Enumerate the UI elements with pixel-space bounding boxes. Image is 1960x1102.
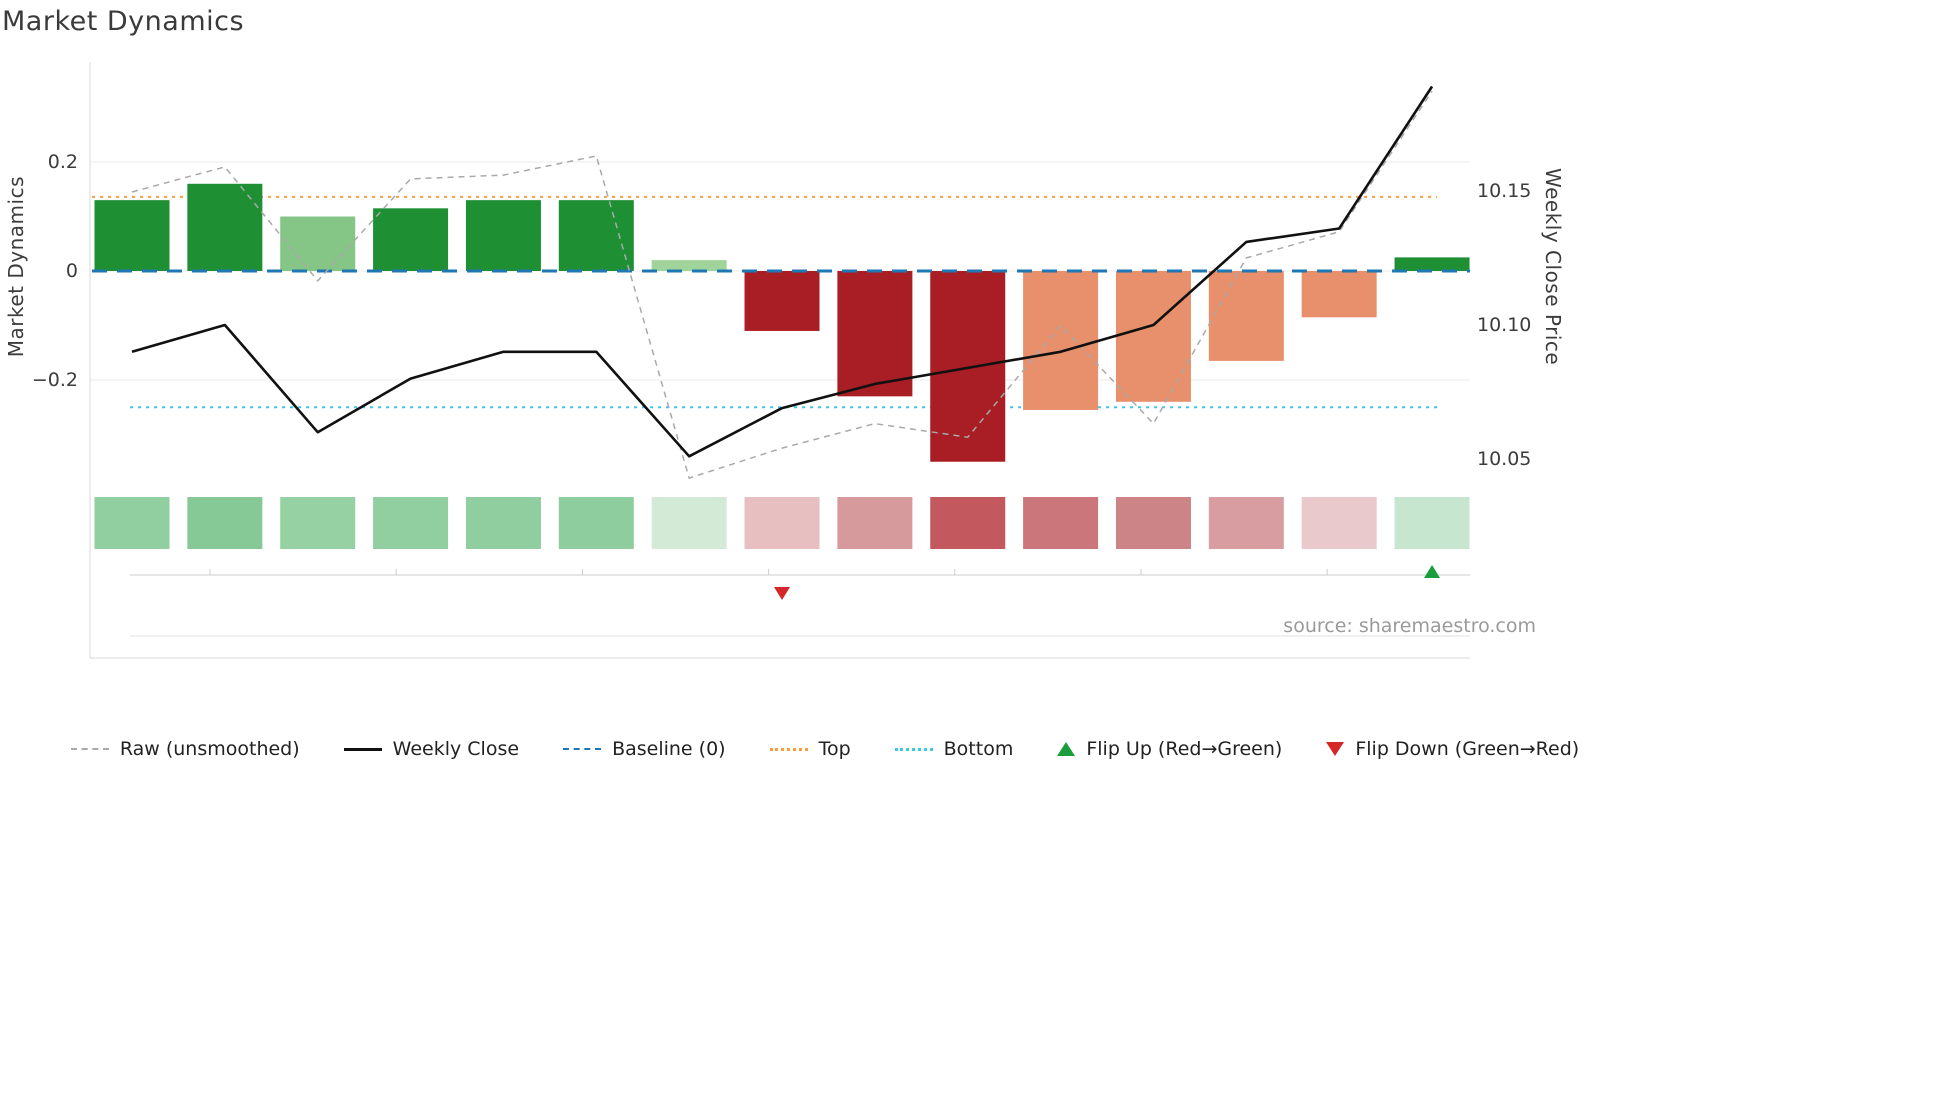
dynamics-bar <box>651 260 727 271</box>
left-axis-tick-label: 0.2 <box>47 151 78 173</box>
top-legend-icon <box>769 747 808 751</box>
dynamics-bar <box>744 271 820 331</box>
dynamics-bar <box>1394 257 1470 271</box>
flip-up-legend-icon <box>1057 742 1076 756</box>
heatmap-cell <box>465 497 541 549</box>
left-axis-tick-label: −0.2 <box>31 369 78 391</box>
dynamics-bar <box>1023 271 1099 410</box>
weekly-close-line <box>131 85 1434 458</box>
legend-item-baseline: Baseline (0) <box>563 738 726 760</box>
right-axis-tick-label: 10.10 <box>1477 314 1532 336</box>
heatmap-cell <box>1301 497 1377 549</box>
heatmap-cell <box>1115 497 1191 549</box>
dynamics-bar <box>280 216 356 271</box>
legend-label: Weekly Close <box>392 738 520 760</box>
heatmap-cell <box>558 497 634 549</box>
heatmap-cell <box>280 497 356 549</box>
bottom-legend-icon <box>894 747 933 751</box>
heatmap-cell <box>651 497 727 549</box>
heatmap-cell <box>1208 497 1284 549</box>
dynamics-bar <box>930 271 1006 462</box>
dynamics-bar <box>1208 271 1284 361</box>
legend-item-raw: Raw (unsmoothed) <box>70 738 300 760</box>
heatmap-cell <box>930 497 1006 549</box>
left-axis-label: Market Dynamics <box>4 176 28 358</box>
heatmap-cell <box>744 497 820 549</box>
dynamics-bar <box>837 271 913 397</box>
flip-up-marker <box>1424 565 1441 578</box>
source-attribution: source: sharemaestro.com <box>1283 615 1536 637</box>
dynamics-bar <box>373 208 449 271</box>
dynamics-bar <box>1301 271 1377 318</box>
heatmap-cell <box>1023 497 1099 549</box>
legend-label: Flip Down (Green→Red) <box>1355 738 1580 760</box>
heatmap-cell <box>837 497 913 549</box>
flip-down-marker <box>774 587 791 600</box>
legend-item-flip-up: Flip Up (Red→Green) <box>1057 738 1282 760</box>
legend: Raw (unsmoothed) Weekly Close Baseline (0)… <box>70 738 1579 760</box>
legend-label: Baseline (0) <box>612 738 726 760</box>
dynamics-bar <box>1115 271 1191 402</box>
right-axis-tick-label: 10.15 <box>1477 180 1532 202</box>
legend-label: Bottom <box>943 738 1014 760</box>
raw-legend-icon <box>70 748 109 750</box>
heatmap-cell <box>187 497 263 549</box>
dynamics-bar <box>94 200 170 271</box>
legend-label: Flip Up (Red→Green) <box>1086 738 1283 760</box>
left-axis-tick-label: 0 <box>65 260 78 282</box>
right-axis-label: Weekly Close Price <box>1541 168 1565 366</box>
chart-title: Market Dynamics <box>2 6 245 37</box>
legend-label: Top <box>818 738 851 760</box>
legend-item-weekly-close: Weekly Close <box>343 738 520 760</box>
flip-down-legend-icon <box>1326 742 1345 756</box>
legend-item-top: Top <box>769 738 851 760</box>
dynamics-bar <box>187 183 263 271</box>
baseline-legend-icon <box>563 748 602 750</box>
dynamics-bar <box>558 200 634 271</box>
weekly-close-legend-icon <box>343 747 382 751</box>
right-axis-tick-label: 10.05 <box>1477 448 1532 470</box>
heatmap-cell <box>1394 497 1470 549</box>
heatmap-cell <box>373 497 449 549</box>
legend-item-flip-down: Flip Down (Green→Red) <box>1326 738 1579 760</box>
dynamics-bar <box>465 200 541 271</box>
chart-canvas <box>89 62 1470 659</box>
raw-line <box>131 90 1433 480</box>
legend-item-bottom: Bottom <box>894 738 1014 760</box>
heatmap-cell <box>94 497 170 549</box>
legend-label: Raw (unsmoothed) <box>119 738 300 760</box>
